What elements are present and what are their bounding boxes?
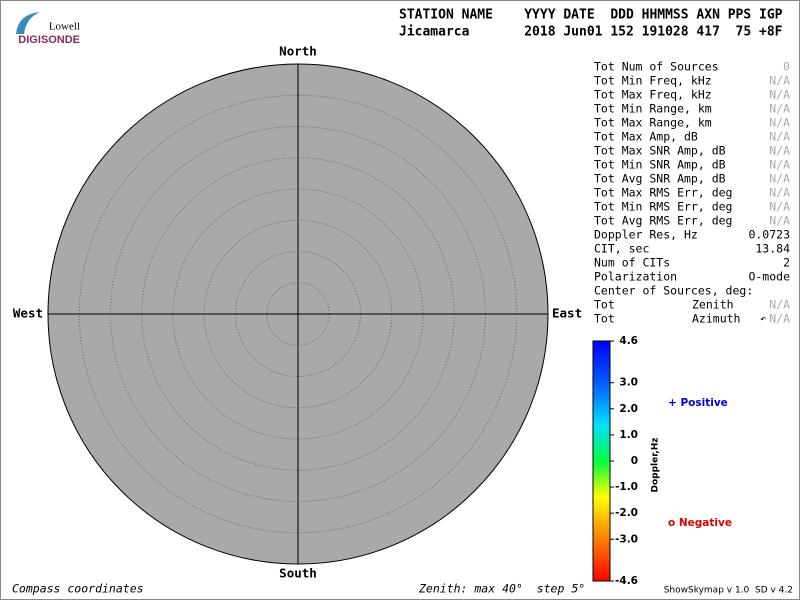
logo-bottom: DIGISONDE xyxy=(18,34,80,46)
colorbar-tick-label: 4.6 xyxy=(619,335,638,347)
stat-value: N/A xyxy=(769,102,790,116)
north: North xyxy=(279,44,317,59)
legend-positive: + Positive xyxy=(668,397,728,409)
center-label: Tot xyxy=(594,298,615,312)
stat-label: Tot Max RMS Err, deg xyxy=(594,186,732,200)
stat-value: N/A xyxy=(769,214,790,228)
colorbar-ticks: 4.6 3.0 2.0 1.0 0 -1.0 -2.0 -3.0 -4.6 xyxy=(610,335,638,587)
center-value: N/A xyxy=(769,298,790,312)
stat-value: N/A xyxy=(769,74,790,88)
colorbar-label: Doppler,Hz xyxy=(651,437,661,492)
center-label: Tot xyxy=(594,312,615,326)
colorbar-tick-label: 0 xyxy=(631,455,638,467)
colorbar-tick-label: 1.0 xyxy=(619,429,638,441)
footer-left: Compass coordinates xyxy=(12,582,144,596)
header-values: Jicamarca 2018 Jun01 152 191028 417 75 +… xyxy=(399,25,783,40)
stat-value: N/A xyxy=(769,172,790,186)
stat-value: 0 xyxy=(783,60,790,74)
center-title: Center of Sources, deg: xyxy=(594,284,753,298)
stat-label: CIT, sec xyxy=(594,242,649,256)
stat-value: N/A xyxy=(769,130,790,144)
stat-label: Tot Max Freq, kHz xyxy=(594,88,712,102)
stat-label: Tot Avg SNR Amp, dB xyxy=(594,172,726,186)
logo-top: Lowell xyxy=(49,21,80,33)
colorbar-tick-label: -2.0 xyxy=(615,507,638,519)
colorbar-tick-label: -3.0 xyxy=(615,533,638,545)
stat-label: Tot Avg RMS Err, deg xyxy=(594,214,732,228)
stat-label: Tot Max Range, km xyxy=(594,116,712,130)
center-kind: Zenith xyxy=(692,298,734,312)
stat-label: Tot Max Amp, dB xyxy=(594,130,698,144)
legend-negative: o Negative xyxy=(668,517,732,529)
footer-center: Zenith: max 40° step 5° xyxy=(418,582,585,596)
footer-right: ShowSkymap v 1.0 SD v 4.2 xyxy=(664,586,793,596)
header-columns: STATION NAME YYYY DATE DDD HHMMSS AXN PP… xyxy=(399,8,783,23)
stat-label: Tot Min SNR Amp, dB xyxy=(594,158,726,172)
stats-table: Tot Num of Sources 0 Tot Min Freq, kHz N/A T… xyxy=(594,60,790,326)
stat-value: N/A xyxy=(769,200,790,214)
stat-label: Tot Min RMS Err, deg xyxy=(594,200,732,214)
center-value: N/A xyxy=(769,312,790,326)
stat-value: N/A xyxy=(769,144,790,158)
colorbar-tick-label: -4.6 xyxy=(615,575,638,587)
stat-value: 2 xyxy=(783,256,790,270)
colorbar xyxy=(592,340,611,582)
stat-value: N/A xyxy=(769,88,790,102)
stat-value: N/A xyxy=(769,158,790,172)
stat-label: Tot Min Range, km xyxy=(594,102,712,116)
stat-value: N/A xyxy=(769,116,790,130)
sky-disk xyxy=(47,63,549,565)
south: South xyxy=(279,566,317,581)
stat-value: N/A xyxy=(769,186,790,200)
west: West xyxy=(13,306,43,321)
center-kind: Azimuth xyxy=(692,312,740,326)
colorbar-tick-label: 2.0 xyxy=(619,403,638,415)
colorbar-tick-label: 3.0 xyxy=(619,377,638,389)
stat-label: Tot Min Freq, kHz xyxy=(594,74,712,88)
stat-label: Num of CITs xyxy=(594,256,670,270)
stat-value: O-mode xyxy=(748,270,790,284)
stat-value: 13.84 xyxy=(755,242,790,256)
east: East xyxy=(552,306,582,321)
stat-label: Tot Num of Sources xyxy=(594,60,719,74)
stat-label: Doppler Res, Hz xyxy=(594,228,698,242)
stat-label: Tot Max SNR Amp, dB xyxy=(594,144,726,158)
stat-value: 0.0723 xyxy=(748,228,790,242)
logo-swoosh xyxy=(16,12,40,34)
colorbar-tick-label: -1.0 xyxy=(615,481,638,493)
azimuth-icon: ↶ xyxy=(760,314,766,325)
stat-label: Polarization xyxy=(594,270,677,284)
